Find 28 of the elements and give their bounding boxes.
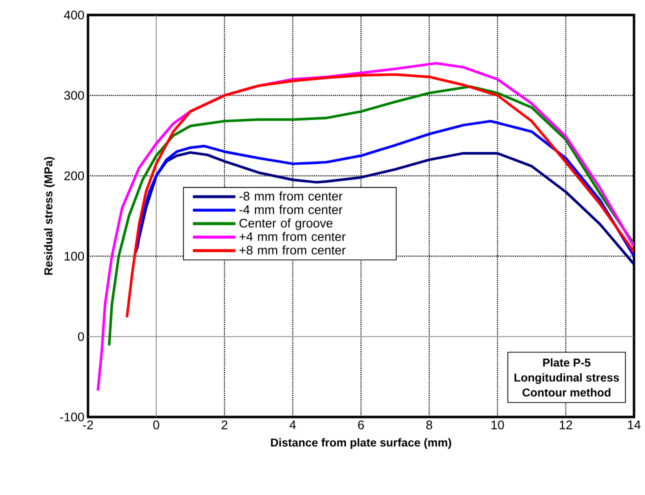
x-tick-label: 6 <box>358 420 364 430</box>
legend-label: -4 mm from center <box>239 204 342 214</box>
y-tick-label: -100 <box>60 412 84 422</box>
annotation: Plate P-5 <box>543 358 590 367</box>
annotation: Longitudinal stress <box>514 373 619 384</box>
y-tick-label: 300 <box>64 90 84 100</box>
x-axis-title: Distance from plate surface (mm) <box>271 438 452 449</box>
x-tick-label: 12 <box>560 420 572 430</box>
line-series <box>126 73 634 319</box>
annotation: Contour method <box>522 388 610 397</box>
line-series <box>136 120 634 258</box>
x-tick-label: 14 <box>628 420 641 430</box>
legend-label: -8 mm from center <box>239 191 342 201</box>
x-tick-label: 10 <box>492 420 504 430</box>
x-tick-label: 0 <box>153 420 160 430</box>
y-tick-label: 0 <box>78 332 84 342</box>
y-tick-label: 200 <box>64 171 84 180</box>
line-series <box>108 85 634 347</box>
y-tick-label: 100 <box>64 252 84 261</box>
x-tick-label: 4 <box>290 420 296 430</box>
y-tick-label: 400 <box>64 10 84 20</box>
legend-label: +4 mm from center <box>239 232 346 242</box>
legend-label: +8 mm from center <box>239 245 346 255</box>
x-tick-label: 8 <box>426 420 432 430</box>
x-tick-label: 2 <box>222 420 228 430</box>
y-axis-title: Residual stress (MPa) <box>44 157 55 275</box>
x-tick-label: -2 <box>83 420 93 430</box>
legend-label: Center of groove <box>240 218 332 230</box>
